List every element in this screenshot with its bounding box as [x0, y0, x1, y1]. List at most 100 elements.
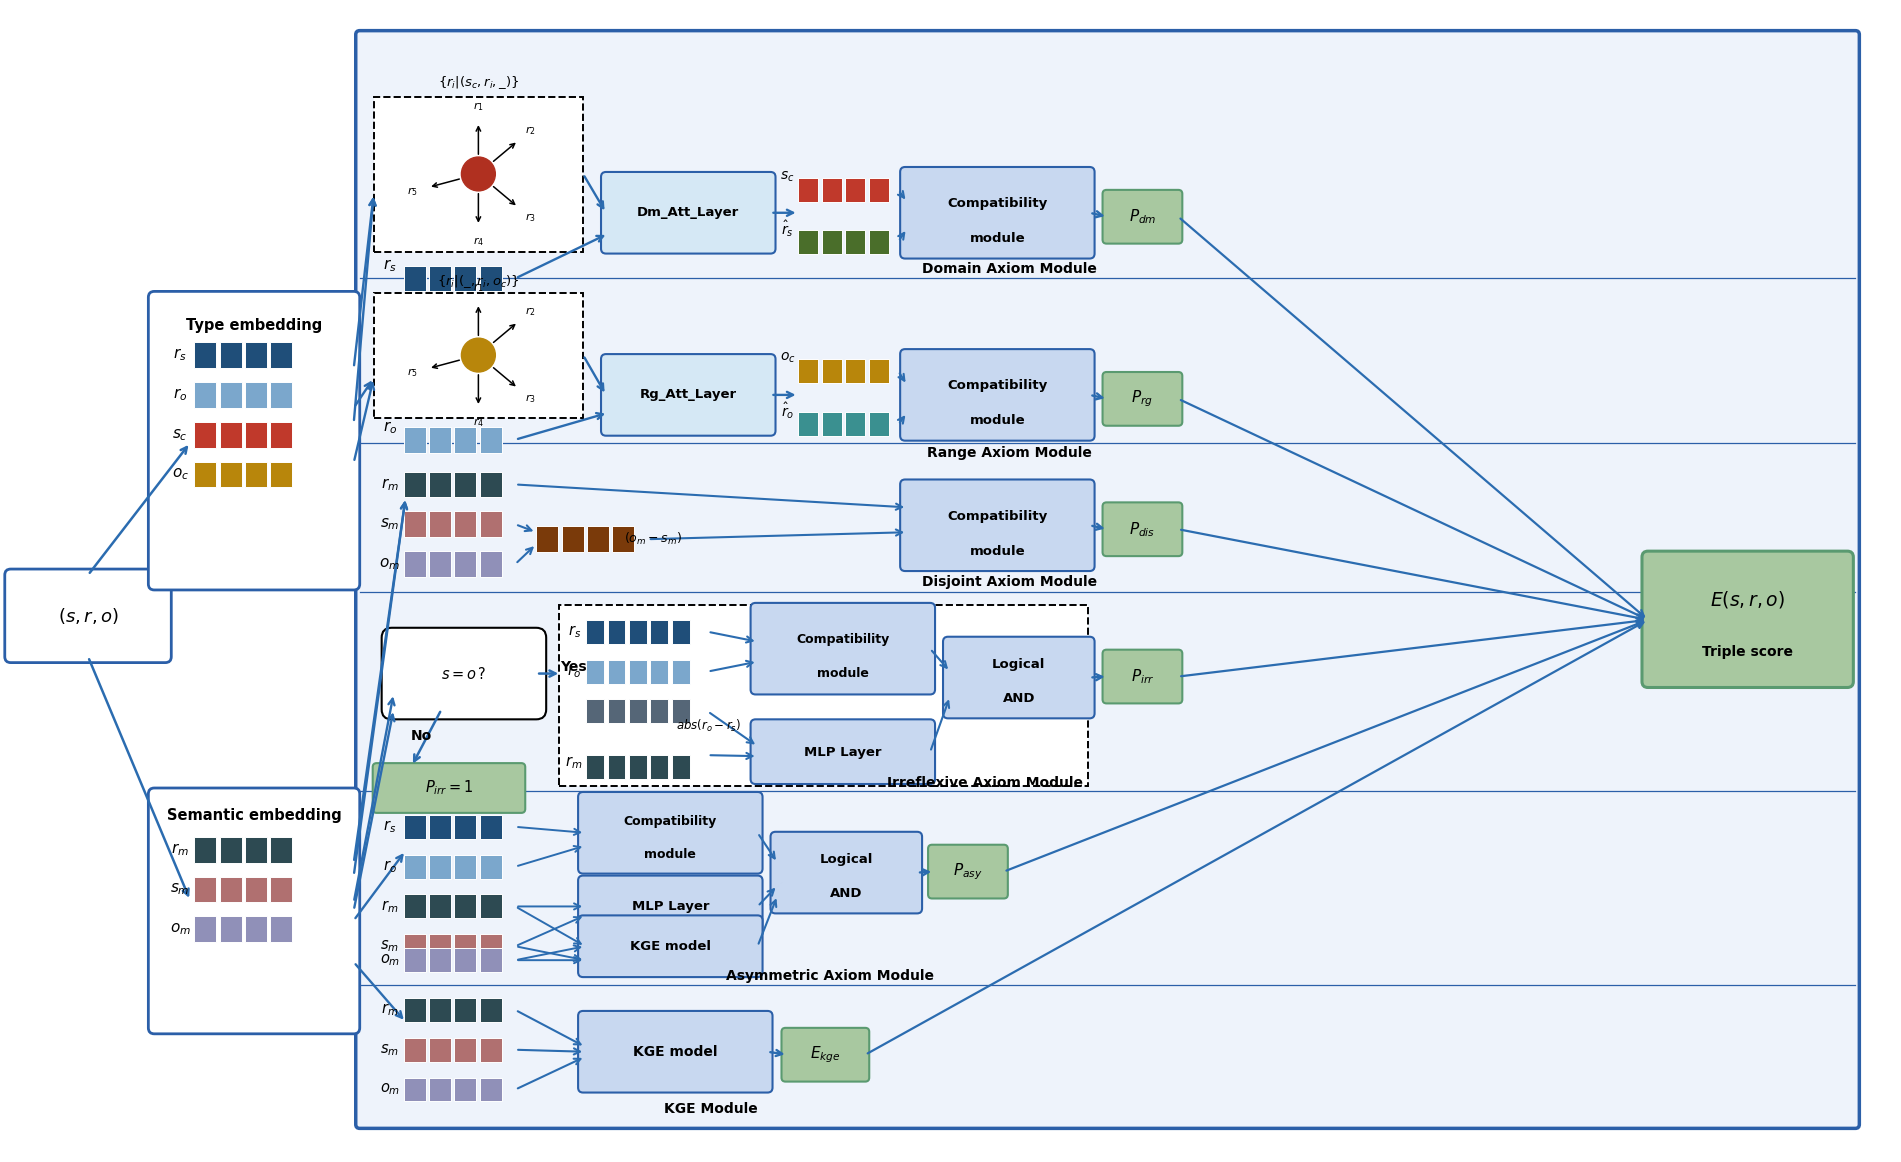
Bar [454, 855, 477, 878]
Text: Range Axiom Module: Range Axiom Module [928, 445, 1093, 460]
Bar [650, 619, 669, 644]
FancyBboxPatch shape [1103, 372, 1182, 425]
Text: $\mathit{r_3}$: $\mathit{r_3}$ [525, 211, 536, 224]
Bar [479, 855, 502, 878]
Bar [430, 998, 451, 1021]
Bar [561, 526, 584, 552]
Text: $\{r_i|(s_c,r_i,\_)\}$: $\{r_i|(s_c,r_i,\_)\}$ [437, 74, 519, 91]
Bar [671, 700, 690, 723]
Text: MLP Layer: MLP Layer [631, 899, 709, 913]
Bar [194, 917, 217, 942]
FancyBboxPatch shape [148, 292, 359, 590]
Bar [821, 411, 842, 436]
Text: $\mathit{r_3}$: $\mathit{r_3}$ [525, 393, 536, 406]
Text: $P_{irr}$: $P_{irr}$ [1131, 667, 1154, 686]
FancyBboxPatch shape [601, 354, 776, 436]
Bar [194, 382, 217, 408]
Bar [403, 265, 426, 292]
Bar [430, 426, 451, 453]
Bar [270, 342, 293, 368]
Text: $\mathit{r_4}$: $\mathit{r_4}$ [473, 416, 485, 429]
Text: $P_{dis}$: $P_{dis}$ [1129, 519, 1156, 539]
Text: $P_{irr}=1$: $P_{irr}=1$ [424, 779, 473, 797]
Bar [374, 293, 584, 418]
Bar [454, 426, 477, 453]
Text: $\mathit{o_c}$: $\mathit{o_c}$ [779, 351, 795, 365]
Text: $\mathit{s_c}$: $\mathit{s_c}$ [779, 170, 795, 184]
Bar [194, 837, 217, 862]
Text: Logical: Logical [992, 658, 1046, 672]
Bar [479, 1077, 502, 1102]
Bar [221, 876, 241, 903]
Bar [430, 551, 451, 578]
Bar [403, 1038, 426, 1062]
FancyBboxPatch shape [578, 1011, 772, 1092]
Bar [454, 472, 477, 497]
Circle shape [462, 157, 496, 191]
FancyBboxPatch shape [1103, 189, 1182, 244]
Bar [403, 511, 426, 537]
Bar [270, 382, 293, 408]
Bar [403, 815, 426, 839]
Text: $P_{asy}$: $P_{asy}$ [952, 861, 983, 882]
Bar [629, 619, 646, 644]
Text: $s=o\,?$: $s=o\,?$ [441, 666, 487, 682]
Bar [586, 755, 605, 779]
FancyBboxPatch shape [1103, 502, 1182, 557]
Bar [671, 619, 690, 644]
Bar [430, 472, 451, 497]
Bar [454, 998, 477, 1021]
Bar [194, 342, 217, 368]
Text: $\mathit{r_2}$: $\mathit{r_2}$ [525, 306, 536, 318]
Text: $\mathit{r_s}$: $\mathit{r_s}$ [568, 623, 580, 640]
Text: Asymmetric Axiom Module: Asymmetric Axiom Module [726, 969, 935, 983]
FancyBboxPatch shape [355, 30, 1859, 1128]
Text: module: module [970, 545, 1025, 558]
FancyBboxPatch shape [901, 167, 1095, 259]
Bar [798, 359, 819, 383]
Bar [403, 426, 426, 453]
Text: $\mathit{o_m}$: $\mathit{o_m}$ [380, 1082, 399, 1097]
Bar [479, 895, 502, 918]
Text: $\mathit{s_m}$: $\mathit{s_m}$ [171, 882, 190, 897]
Bar [403, 998, 426, 1021]
Text: $\mathit{r_o}$: $\mathit{r_o}$ [566, 664, 582, 680]
Text: $E_{kge}$: $E_{kge}$ [810, 1045, 840, 1066]
Bar [270, 876, 293, 903]
Bar [608, 700, 625, 723]
FancyBboxPatch shape [578, 916, 762, 977]
Bar [821, 178, 842, 202]
Text: module: module [817, 667, 869, 680]
Text: $\hat{r}_o$: $\hat{r}_o$ [781, 401, 795, 421]
Text: module: module [970, 232, 1025, 245]
Text: $\mathit{r_m}$: $\mathit{r_m}$ [380, 898, 399, 914]
Bar [454, 948, 477, 973]
Bar [245, 342, 266, 368]
FancyBboxPatch shape [751, 603, 935, 695]
Bar [245, 917, 266, 942]
Bar [430, 934, 451, 959]
Bar [846, 230, 865, 253]
Text: module: module [970, 415, 1025, 428]
Text: Disjoint Axiom Module: Disjoint Axiom Module [922, 575, 1097, 589]
Bar [479, 551, 502, 578]
Bar [430, 948, 451, 973]
Text: $\mathit{o_c}$: $\mathit{o_c}$ [171, 467, 188, 482]
Text: Compatibility: Compatibility [947, 380, 1047, 393]
Bar [846, 411, 865, 436]
FancyBboxPatch shape [901, 349, 1095, 440]
Bar [221, 422, 241, 447]
Bar [479, 998, 502, 1021]
FancyBboxPatch shape [601, 172, 776, 253]
Bar [798, 178, 819, 202]
Circle shape [462, 338, 496, 372]
Text: $\mathit{r_4}$: $\mathit{r_4}$ [473, 235, 485, 248]
Text: Domain Axiom Module: Domain Axiom Module [922, 261, 1097, 275]
Bar [245, 382, 266, 408]
Bar [608, 660, 625, 683]
Bar [821, 359, 842, 383]
Bar [430, 1038, 451, 1062]
Bar [798, 411, 819, 436]
FancyBboxPatch shape [770, 832, 922, 913]
Bar [403, 472, 426, 497]
